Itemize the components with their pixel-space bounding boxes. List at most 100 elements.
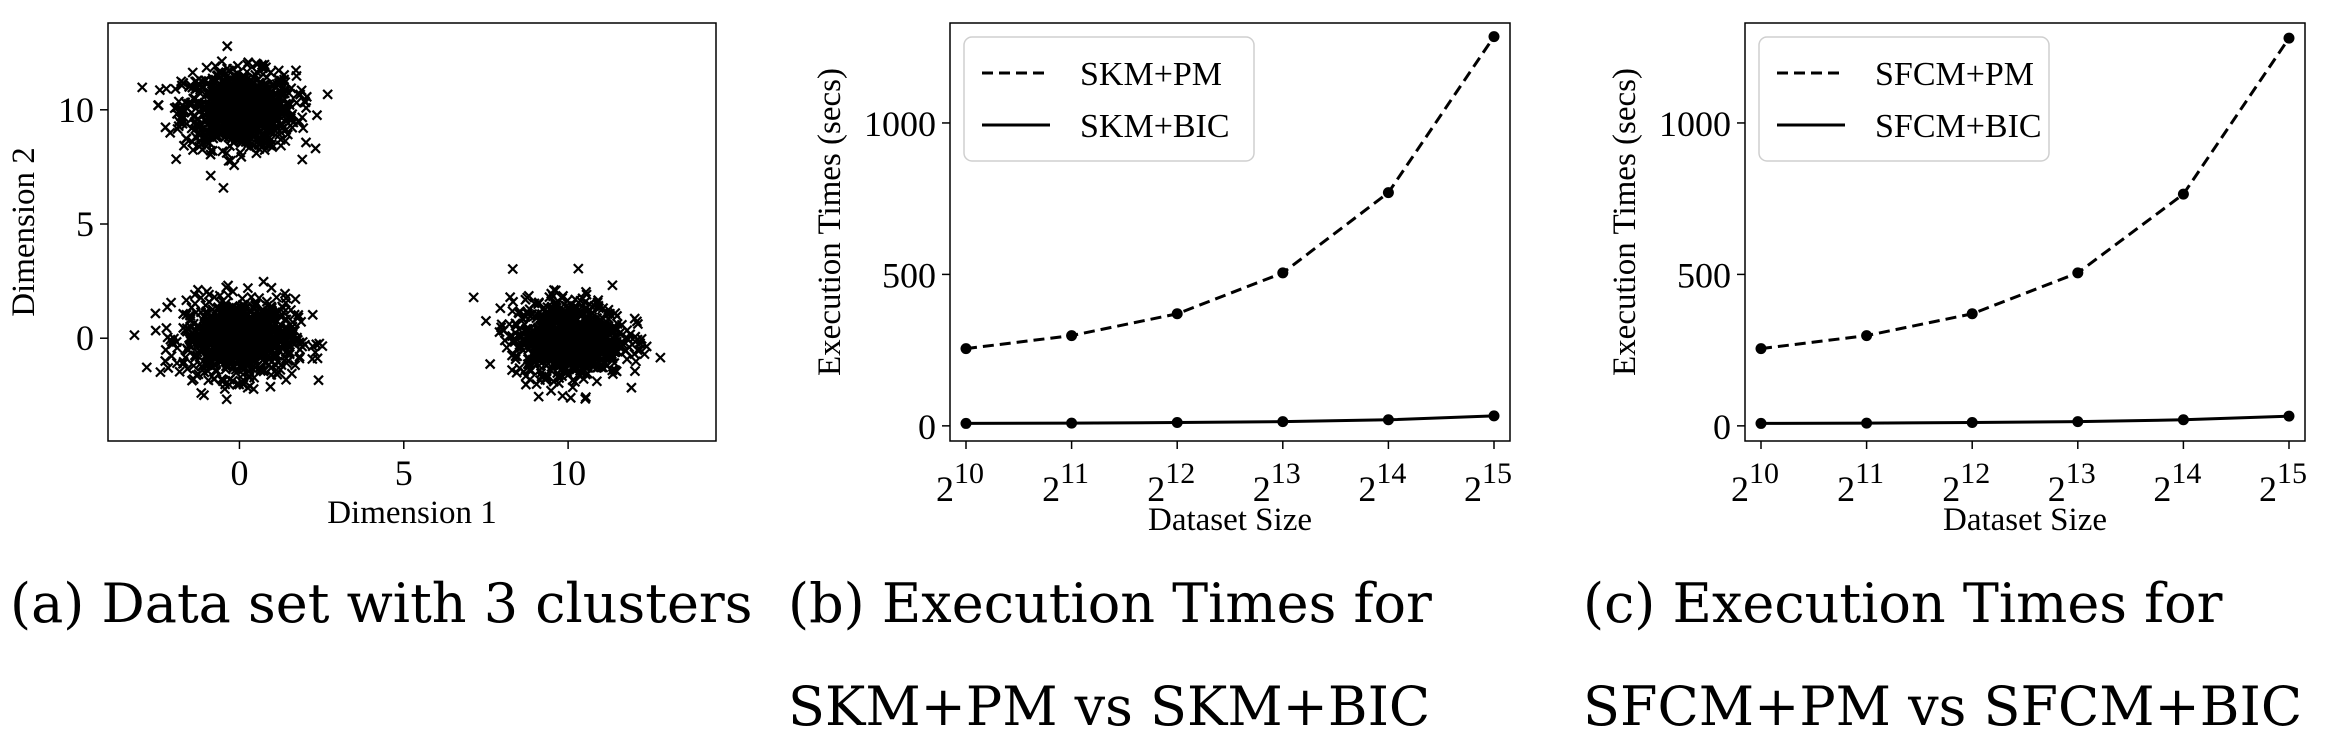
- point-marker: [261, 296, 273, 307]
- point-marker: [546, 330, 557, 341]
- point-marker: [201, 286, 213, 297]
- point-marker: [621, 324, 633, 336]
- point-marker: [212, 130, 223, 141]
- point-marker: [252, 59, 263, 70]
- point-marker: [565, 392, 576, 404]
- point-marker: [300, 97, 311, 108]
- x-tick-label: 212: [1942, 457, 1990, 509]
- point-marker: [216, 56, 228, 67]
- point-marker: [258, 85, 269, 97]
- panel-c: 210 211 212 213 214 215 0 500 1000 Dataset Size Ex…: [1575, 0, 2347, 749]
- point-marker: [291, 97, 302, 108]
- point-marker: [533, 391, 544, 402]
- point-marker: [591, 376, 603, 387]
- point-marker: [274, 327, 286, 339]
- point-marker: [603, 304, 614, 316]
- caption-c-line-2: SFCM+PM vs SFCM+BIC: [1583, 675, 2303, 738]
- point-marker: [155, 366, 166, 378]
- point-marker: [290, 293, 301, 305]
- point-marker: [249, 98, 260, 109]
- plot-frame: [107, 22, 717, 442]
- data-point: [1488, 410, 1500, 422]
- point-marker: [164, 127, 176, 139]
- point-marker: [556, 292, 568, 304]
- point-marker: [313, 374, 324, 386]
- point-marker: [201, 62, 212, 73]
- point-marker: [265, 369, 277, 381]
- point-marker: [549, 311, 561, 323]
- y-tick-label: 0: [918, 407, 936, 447]
- point-marker: [136, 82, 148, 93]
- data-point: [2072, 416, 2084, 428]
- data-point: [1382, 414, 1394, 426]
- point-marker: [211, 101, 222, 113]
- point-marker: [555, 359, 566, 371]
- point-marker: [165, 297, 177, 308]
- point-marker: [268, 325, 280, 337]
- x-tick-label: 210: [936, 457, 984, 509]
- point-marker: [221, 40, 233, 52]
- point-marker: [570, 354, 582, 365]
- series-2: [960, 410, 1500, 429]
- point-marker: [280, 297, 292, 309]
- y-tick-label: 500: [882, 255, 936, 295]
- point-marker: [230, 367, 242, 379]
- legend-box: [1758, 36, 2050, 162]
- data-point: [2177, 414, 2189, 426]
- point-marker: [180, 352, 191, 363]
- series-2: [1755, 410, 2295, 429]
- point-marker: [182, 363, 193, 375]
- point-marker: [314, 338, 325, 349]
- data-point: [960, 417, 972, 429]
- point-marker: [592, 297, 603, 308]
- caption-b-line-1: (b) Execution Times for: [788, 572, 1432, 635]
- point-marker: [279, 288, 291, 299]
- point-marker: [200, 132, 211, 144]
- point-marker: [626, 382, 637, 393]
- data-point: [2072, 267, 2084, 279]
- point-marker: [152, 100, 164, 111]
- point-marker: [222, 321, 233, 332]
- point-marker: [581, 289, 592, 300]
- cluster-1: [136, 40, 333, 194]
- point-marker: [528, 349, 539, 361]
- point-marker: [275, 140, 287, 151]
- point-marker: [621, 353, 633, 365]
- point-marker: [192, 284, 204, 296]
- point-marker: [280, 353, 292, 364]
- point-marker: [322, 89, 333, 100]
- point-marker: [573, 263, 584, 274]
- cluster-2: [129, 276, 328, 405]
- point-marker: [217, 330, 228, 341]
- point-marker: [203, 359, 214, 371]
- data-point: [2177, 188, 2189, 200]
- point-marker: [307, 309, 318, 321]
- point-marker: [532, 298, 544, 310]
- point-marker: [222, 353, 234, 365]
- x-tick-label: 214: [2153, 457, 2201, 509]
- point-marker: [521, 306, 533, 317]
- data-point: [1066, 330, 1078, 342]
- x-tick-label: 214: [1358, 457, 1406, 509]
- point-marker: [468, 292, 479, 303]
- point-marker: [178, 140, 190, 151]
- point-marker: [189, 298, 201, 309]
- point-marker: [655, 352, 666, 363]
- point-marker: [264, 126, 275, 138]
- point-marker: [199, 326, 211, 338]
- point-marker: [536, 371, 547, 382]
- x-axis-label: Dataset Size: [1148, 502, 1312, 538]
- data-point: [2283, 410, 2295, 422]
- y-tick-label: 5: [76, 204, 94, 244]
- point-marker: [189, 289, 201, 300]
- point-marker: [559, 330, 571, 341]
- point-marker: [578, 360, 590, 371]
- point-marker: [289, 359, 301, 371]
- plot-frame: [1744, 22, 2306, 442]
- x-tick-label: 210: [1731, 457, 1779, 509]
- series-line: [965, 35, 1496, 351]
- point-marker: [480, 315, 492, 327]
- point-marker: [178, 322, 189, 334]
- x-tick-label: 215: [2259, 457, 2307, 509]
- point-marker: [580, 286, 592, 298]
